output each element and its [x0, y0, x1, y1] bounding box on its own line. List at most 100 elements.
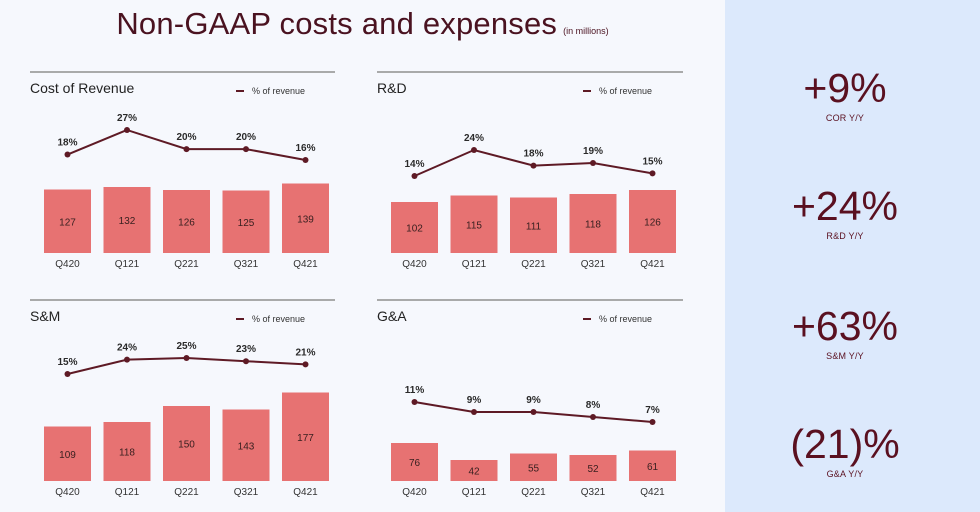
chart-4-bar	[510, 453, 557, 481]
chart-4-pct-label: 11%	[405, 385, 425, 396]
chart-2-bar	[629, 190, 676, 253]
sidebar: +9% COR Y/Y +24% R&D Y/Y +63% S&M Y/Y (2…	[725, 0, 980, 512]
chart-4-bar	[391, 443, 438, 481]
chart-3-bar	[44, 426, 91, 481]
chart-2-bar	[569, 194, 617, 253]
chart-2-tick-label: Q221	[521, 259, 546, 270]
stat-ga: (21)% G&A Y/Y	[725, 422, 965, 479]
chart-1-bar	[44, 189, 91, 253]
chart-3-legend-label: % of revenue	[252, 314, 305, 324]
chart-2-line-point	[411, 173, 418, 179]
chart-4-bar	[569, 455, 617, 481]
chart-2-bar-value: 115	[466, 220, 482, 231]
page-subtitle: (in millions)	[563, 26, 609, 36]
chart-1-bar-value: 125	[238, 218, 255, 229]
chart-1-legend-label: % of revenue	[252, 86, 305, 96]
stat-cor: +9% COR Y/Y	[725, 66, 965, 123]
chart-3-bar	[163, 406, 210, 481]
chart-1-bar	[282, 183, 329, 253]
chart-2-bar	[450, 195, 498, 253]
stat-ga-label: G&A Y/Y	[826, 469, 864, 479]
chart-3-pct-label: 25%	[176, 341, 196, 352]
chart-2-bar	[391, 202, 438, 253]
stat-sm: +63% S&M Y/Y	[725, 304, 965, 361]
stat-rd-label: R&D Y/Y	[826, 231, 864, 241]
chart-4-pct-label: 8%	[586, 400, 601, 411]
chart-1-tick-label: Q421	[293, 259, 318, 270]
chart-3-title: S&M	[30, 308, 60, 324]
chart-1-tick-label: Q321	[234, 259, 259, 270]
chart-2-pct-label: 19%	[583, 146, 603, 157]
chart-3-tick-label: Q321	[234, 487, 259, 498]
chart-2-line-point	[649, 170, 656, 177]
chart-4-title: G&A	[377, 308, 407, 324]
chart-4-bar-value: 61	[647, 462, 659, 473]
chart-4-tick-label: Q321	[581, 487, 606, 498]
chart-1-bar-value: 127	[59, 217, 76, 228]
stat-sm-label: S&M Y/Y	[826, 351, 864, 361]
chart-4-line-point	[649, 419, 656, 425]
chart-4-bar-value: 42	[468, 467, 480, 478]
chart-4-tick-label: Q121	[462, 487, 487, 498]
chart-2-bar-value: 102	[406, 224, 423, 235]
chart-2-line-point	[530, 162, 537, 169]
chart-2-line-point	[471, 147, 477, 153]
chart-3-bar	[222, 409, 270, 481]
chart-3-tick-label: Q121	[115, 487, 140, 498]
chart-3-bar	[282, 392, 329, 481]
chart-4-tick-label: Q420	[402, 487, 427, 498]
chart-2-bar-value: 118	[585, 220, 601, 231]
chart-4-tick-label: Q221	[521, 487, 546, 498]
chart-1-line-point	[64, 151, 71, 158]
chart-3-tick-label: Q221	[174, 487, 199, 498]
chart-3-line-point	[64, 371, 71, 377]
chart-2-line-point	[590, 160, 596, 166]
chart-2-bar-value: 126	[644, 218, 661, 229]
chart-3-pct-label: 21%	[295, 347, 315, 358]
chart-4-legend-label: % of revenue	[599, 314, 652, 324]
chart-1-tick-label: Q221	[174, 259, 199, 270]
chart-3-line-point	[183, 355, 190, 361]
chart-2-bar	[510, 197, 557, 253]
chart-3-bar	[103, 422, 151, 481]
chart-1-title: Cost of Revenue	[30, 80, 134, 96]
chart-3-line-point	[243, 358, 249, 365]
chart-1-bar	[103, 187, 151, 253]
chart-1-line-point	[302, 157, 309, 163]
stat-ga-value: (21)%	[790, 421, 900, 467]
stat-cor-label: COR Y/Y	[825, 113, 865, 123]
chart-1-line-point	[124, 127, 130, 133]
chart-2-title: R&D	[377, 80, 407, 96]
chart-3-bar-value: 118	[119, 448, 135, 459]
chart-2-tick-label: Q420	[402, 259, 427, 270]
chart-4-pct-label: 9%	[467, 395, 482, 406]
chart-1-line-point	[183, 146, 190, 153]
chart-4-line-point	[471, 409, 477, 415]
chart-3-line-point	[302, 361, 309, 368]
chart-4-line-point	[411, 399, 418, 405]
chart-1-tick-label: Q420	[55, 259, 80, 270]
chart-4-pct-label: 9%	[526, 395, 541, 406]
chart-4-pct-label: 7%	[645, 405, 660, 416]
chart-1-bar	[163, 190, 210, 253]
charts-area: Cost of Revenue % of revenue 127 Q420 132 Q12…	[30, 71, 683, 498]
title-block: Non-GAAP costs and expenses (in millions)	[0, 6, 725, 42]
chart-1-bar-value: 139	[297, 214, 314, 225]
chart-3-pct-label: 24%	[117, 343, 137, 354]
chart-4-bar	[450, 460, 498, 481]
chart-1-bar	[222, 190, 270, 253]
chart-2-pct-label: 14%	[404, 159, 424, 170]
chart-1-line-point	[243, 146, 249, 153]
chart-1-bar-value: 126	[178, 218, 195, 229]
chart-4-line-point	[590, 414, 596, 420]
chart-2-tick-label: Q121	[462, 259, 487, 270]
chart-3-line-point	[124, 356, 130, 363]
chart-2-legend-label: % of revenue	[599, 86, 652, 96]
chart-2-bar-value: 111	[526, 221, 542, 232]
chart-2-pct-label: 24%	[464, 133, 484, 144]
chart-1-pct-label: 16%	[295, 143, 315, 154]
chart-1-pct-label: 20%	[236, 132, 256, 143]
chart-3-tick-label: Q420	[55, 487, 80, 498]
stat-rd: +24% R&D Y/Y	[725, 184, 965, 241]
chart-1-pct-label: 27%	[117, 113, 137, 124]
